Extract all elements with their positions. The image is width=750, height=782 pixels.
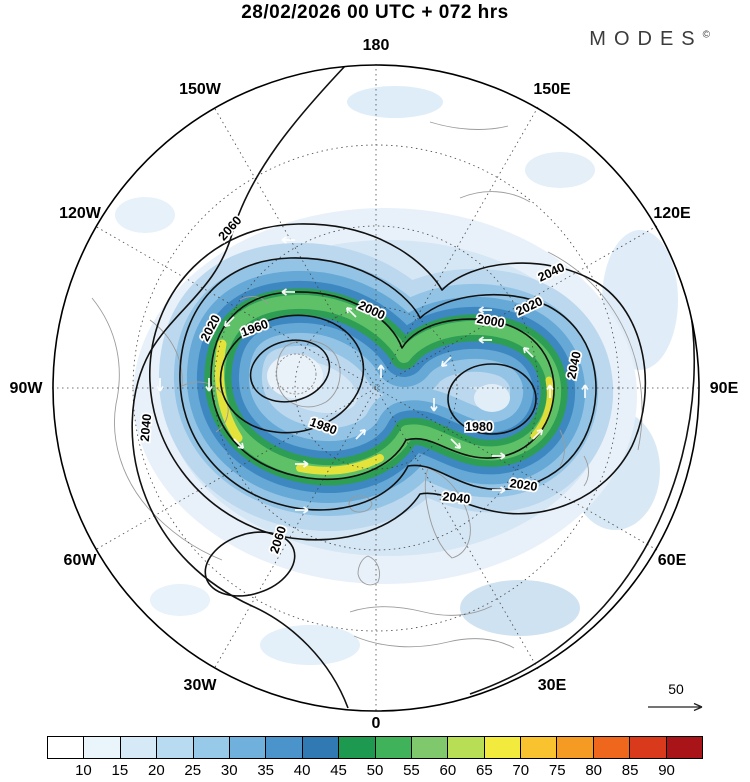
colorbar-tick-label: 25: [184, 762, 202, 779]
longitude-label: 60E: [658, 552, 687, 569]
map-circle-border: [52, 64, 700, 712]
wind-reference-arrow-icon: [648, 702, 703, 712]
colorbar-section: 10 15 20 25 30 35 40 45 50 55 60 65 70 75 80 85 90: [47, 736, 703, 781]
brand-name: MODES: [589, 28, 703, 50]
contour-label: 2020: [509, 476, 539, 494]
colorbar-cell: [593, 737, 631, 758]
colorbar-tick-label: 10: [75, 762, 92, 779]
longitude-label: 30W: [184, 677, 218, 694]
longitude-labels: 180 150W 150E 120W 120E 90W 90E 60W 60E …: [10, 37, 739, 732]
colorbar-tick-label: 15: [111, 762, 129, 779]
longitude-label: 120W: [59, 205, 102, 222]
colorbar-cell: [302, 737, 340, 758]
colorbar-tick-label: 85: [621, 762, 639, 779]
colorbar-cell: [557, 737, 594, 758]
longitude-label: 90E: [710, 380, 739, 397]
wind-reference: 50: [648, 681, 703, 712]
colorbar-cell: [157, 737, 194, 758]
longitude-label: 180: [363, 37, 390, 54]
colorbar-cell: [120, 737, 158, 758]
longitude-label: 60W: [64, 552, 98, 569]
colorbar-tick-label: 90: [658, 762, 675, 779]
colorbar-tick-label: 30: [220, 762, 238, 779]
contour-label: 2040: [442, 490, 471, 507]
contour-label: 2040: [138, 413, 154, 442]
wind-reference-value: 50: [668, 681, 684, 697]
contour-label: 1980: [465, 420, 493, 434]
longitude-label: 0: [372, 715, 381, 732]
colorbar-cell: [193, 737, 230, 758]
colorbar-tick-label: 80: [585, 762, 602, 779]
longitude-label: 30E: [538, 677, 567, 694]
colorbar-cell: [448, 737, 485, 758]
colorbar-cell: [84, 737, 121, 758]
colorbar-tick-label: 35: [257, 762, 274, 779]
graticule: [52, 64, 700, 712]
contour-label: 2000: [476, 312, 506, 331]
longitude-label: 90W: [10, 380, 44, 397]
longitude-label: 150W: [179, 81, 222, 98]
colorbar-ticks: 10 15 20 25 30 35 40 45 50 55 60 65 70 75 80 85 90: [47, 759, 703, 781]
brand-logo: MODES©: [589, 28, 710, 51]
page-title: 28/02/2026 00 UTC + 072 hrs: [241, 2, 509, 23]
wind-speed-shading: [115, 86, 678, 665]
colorbar-cell: [484, 737, 522, 758]
colorbar-tick-label: 40: [293, 762, 311, 779]
longitude-label: 150E: [533, 81, 571, 98]
colorbar-cell: [375, 737, 412, 758]
brand-copyright-mark: ©: [702, 29, 710, 41]
colorbar-cell: [630, 737, 667, 758]
colorbar-cell: [266, 737, 303, 758]
longitude-label: 120E: [653, 205, 691, 222]
colorbar-cell: [521, 737, 558, 758]
colorbar-cell: [229, 737, 267, 758]
colorbar-tick-label: 60: [439, 762, 457, 779]
colorbar-tick-label: 45: [330, 762, 347, 779]
colorbar-tick-label: 65: [475, 762, 493, 779]
colorbar: [47, 736, 703, 759]
colorbar-tick-label: 50: [366, 762, 384, 779]
colorbar-tick-label: 75: [548, 762, 566, 779]
weather-map: 1960 1980 1980 2000 2000 2020 2020 2020 …: [10, 37, 739, 732]
colorbar-cell: [48, 737, 85, 758]
colorbar-tick-label: 20: [147, 762, 165, 779]
colorbar-tick-label: 70: [512, 762, 530, 779]
colorbar-tick-label: 55: [403, 762, 420, 779]
colorbar-cell: [666, 737, 703, 758]
colorbar-cell: [411, 737, 449, 758]
colorbar-cell: [339, 737, 376, 758]
